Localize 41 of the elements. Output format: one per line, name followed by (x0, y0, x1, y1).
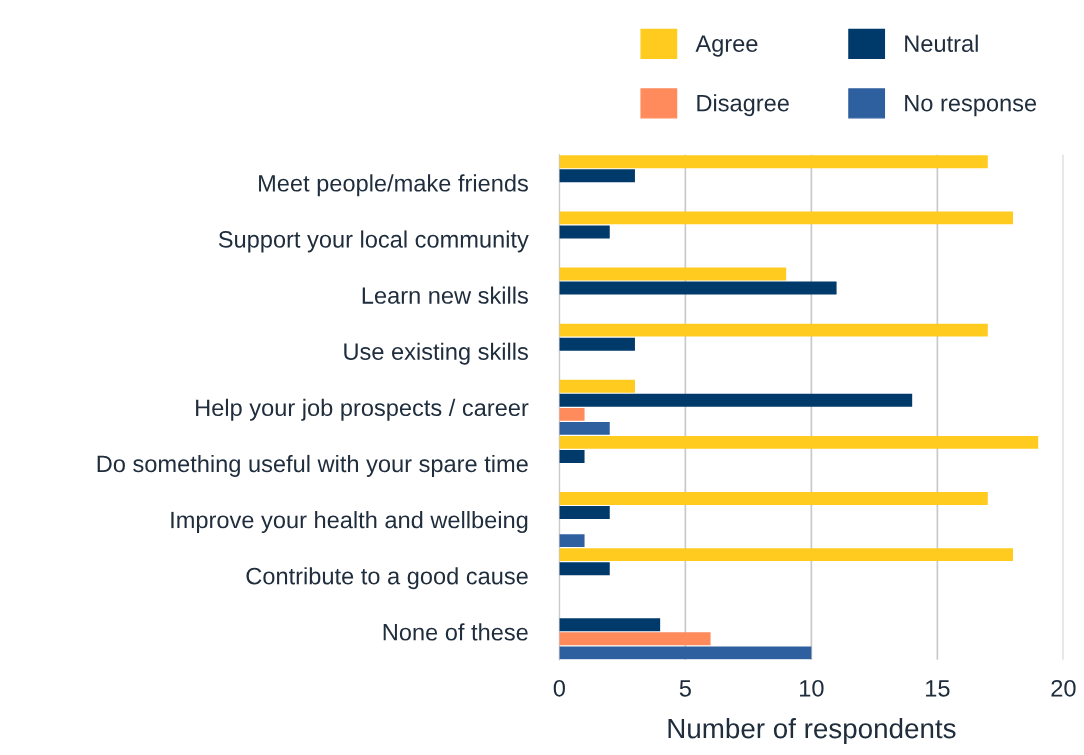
bar (559, 562, 610, 576)
bar (559, 435, 1039, 449)
legend-label: Disagree (697, 94, 789, 117)
bar (559, 379, 635, 393)
bar (559, 337, 635, 351)
bar (559, 323, 988, 337)
bar (559, 267, 787, 281)
bar (559, 449, 585, 463)
x-tick-label: 0 (553, 679, 565, 697)
x-tick-label: 20 (1051, 679, 1076, 697)
bar (559, 646, 812, 660)
legend-label: Agree (695, 35, 758, 57)
y-tick-label: Contribute to a good cause (246, 567, 528, 590)
bar (559, 393, 913, 407)
x-tick-label: 5 (679, 680, 691, 697)
bar (559, 155, 988, 169)
bar (559, 225, 610, 239)
bar (559, 632, 711, 646)
bar (559, 421, 610, 435)
bar (559, 169, 635, 183)
bar (559, 506, 610, 519)
y-tick-label: Support your local community (218, 230, 529, 253)
bar (559, 534, 585, 548)
y-tick-label: Help your job prospects / career (196, 398, 529, 421)
x-tick-label: 10 (800, 679, 824, 697)
bar (559, 548, 1013, 562)
x-tick-label: 15 (926, 680, 950, 697)
y-tick-label: Use existing skills (344, 342, 528, 365)
legend-label: Neutral (905, 34, 978, 52)
y-tick-label: Do something useful with your spare time (97, 454, 528, 477)
bar (559, 492, 988, 505)
bar (559, 281, 837, 295)
bar (559, 407, 585, 421)
y-tick-label: None of these (383, 623, 528, 641)
y-tick-label: Improve your health and wellbeing (171, 511, 528, 534)
x-axis-title: Number of respondents (668, 717, 956, 744)
y-tick-label: Meet people/make friends (259, 174, 528, 197)
bar (559, 618, 661, 632)
y-tick-label: Learn new skills (362, 286, 528, 304)
bar (559, 211, 1013, 225)
legend-label: No response (905, 95, 1037, 117)
